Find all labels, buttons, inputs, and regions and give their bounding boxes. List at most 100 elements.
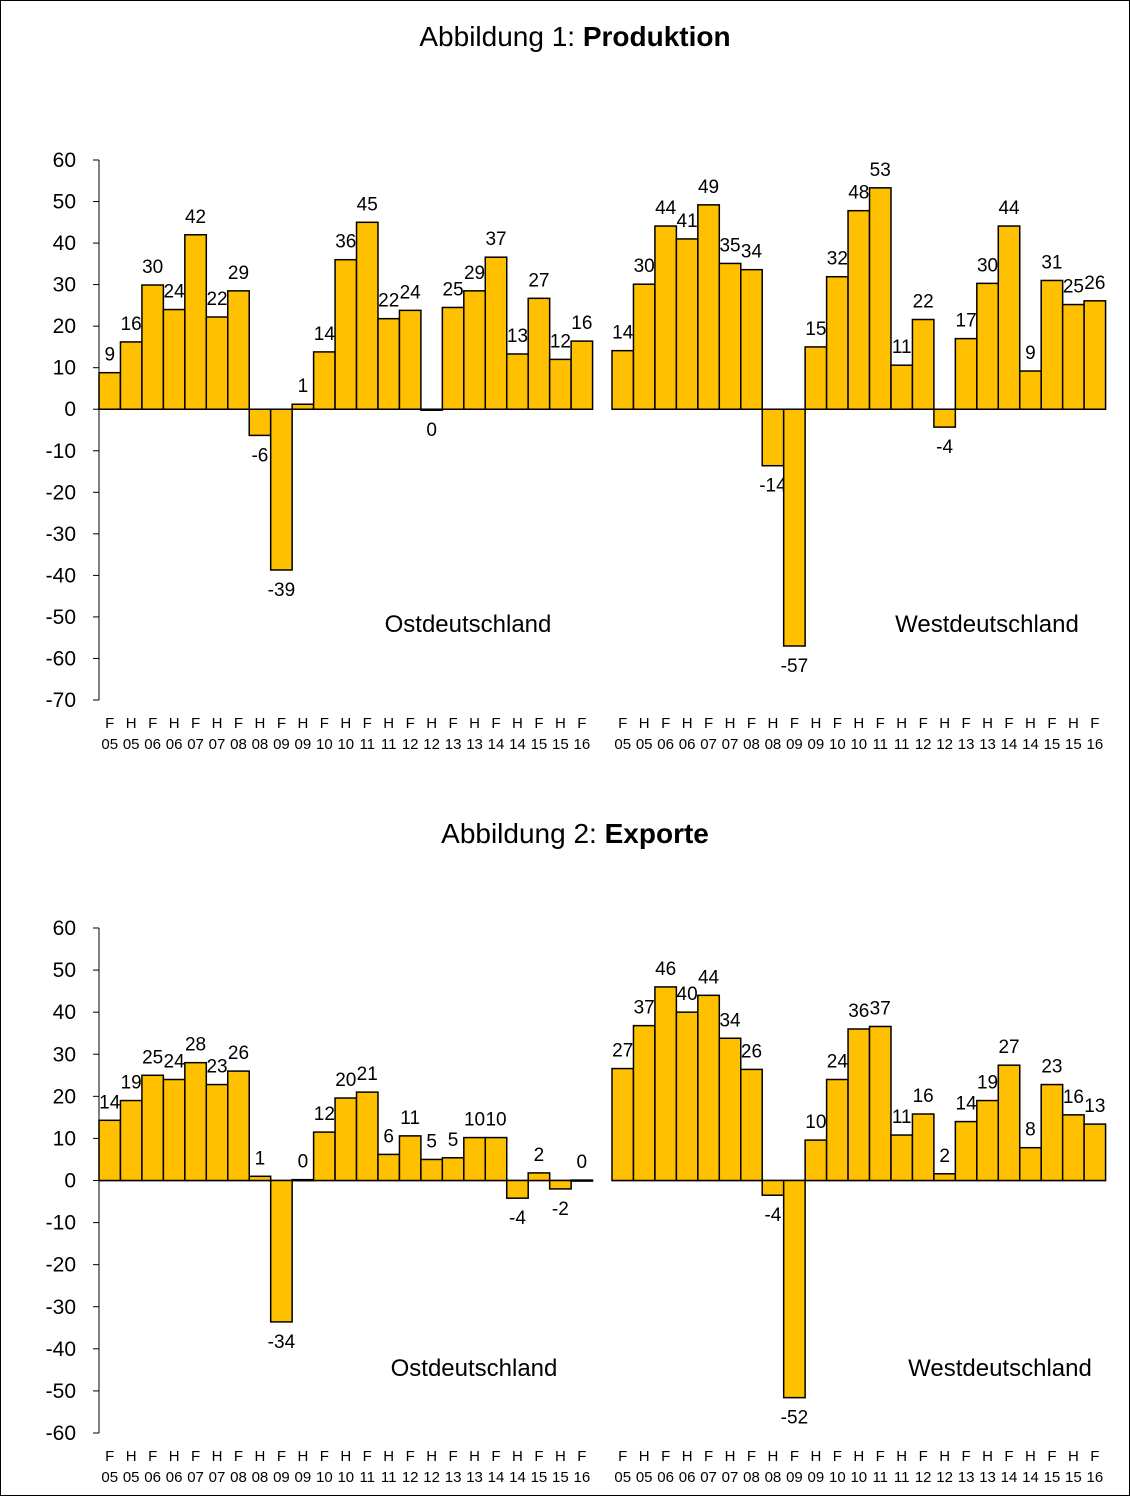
y-tick-label: -20 xyxy=(46,1254,76,1277)
x-tick-label-half: F xyxy=(704,1448,713,1465)
x-tick-label-half: H xyxy=(639,715,650,732)
data-label: 1 xyxy=(255,1148,266,1169)
y-tick-label: -30 xyxy=(46,523,76,546)
bar xyxy=(463,1136,487,1182)
y-tick-label: -20 xyxy=(46,481,76,504)
x-tick-label-half: H xyxy=(768,1448,779,1465)
x-tick-label-half: F xyxy=(1004,715,1013,732)
x-tick-label-half: F xyxy=(234,1448,243,1465)
x-tick-label-half: F xyxy=(491,715,500,732)
x-tick-label-year: 05 xyxy=(123,736,140,753)
x-tick-label-year: 09 xyxy=(786,1469,803,1486)
bar xyxy=(804,346,828,410)
y-tick-label: -60 xyxy=(46,647,76,670)
x-tick-label-year: 09 xyxy=(295,1469,312,1486)
bar xyxy=(954,1120,978,1182)
data-label: 9 xyxy=(1025,343,1036,364)
data-label: 30 xyxy=(634,256,655,277)
panel-ostdeutschland: 14F0519H0525F0624H0628F0723H0726F081H08-… xyxy=(98,1035,594,1486)
bar xyxy=(976,282,1000,410)
x-tick-label-year: 06 xyxy=(144,736,161,753)
bar xyxy=(911,1113,935,1182)
x-tick-label-year: 10 xyxy=(316,1469,333,1486)
data-label: 44 xyxy=(998,198,1020,219)
data-label: 37 xyxy=(634,998,655,1019)
x-tick-label-half: H xyxy=(896,715,907,732)
data-label: 19 xyxy=(977,1073,998,1094)
x-tick-label-half: F xyxy=(1004,1448,1013,1465)
data-label: 1 xyxy=(298,376,309,397)
y-tick-label: 10 xyxy=(53,1127,76,1150)
x-tick-label-half: H xyxy=(810,715,821,732)
chart-title-bold: Exporte xyxy=(605,818,709,849)
bar xyxy=(441,1157,465,1182)
x-tick-label-half: F xyxy=(577,715,586,732)
bar xyxy=(868,187,892,410)
data-label: 22 xyxy=(206,289,227,310)
data-label: 45 xyxy=(357,194,378,215)
data-label: -39 xyxy=(268,580,295,601)
bar xyxy=(933,1173,957,1182)
x-tick-label-half: F xyxy=(363,715,372,732)
x-tick-label-year: 14 xyxy=(488,1469,505,1486)
x-tick-label-year: 14 xyxy=(1001,1469,1018,1486)
bar xyxy=(890,364,914,410)
data-label: 13 xyxy=(1084,1096,1105,1117)
data-label: 29 xyxy=(228,263,249,284)
bar xyxy=(1040,1083,1064,1182)
bar xyxy=(548,358,572,410)
x-tick-label-half: F xyxy=(618,1448,627,1465)
bar xyxy=(997,225,1021,410)
data-label: 30 xyxy=(977,255,998,276)
bar xyxy=(527,297,551,410)
bar xyxy=(761,1179,785,1196)
x-tick-label-year: 11 xyxy=(359,1469,375,1486)
x-tick-label-year: 05 xyxy=(636,736,653,753)
x-tick-label-year: 08 xyxy=(252,1469,269,1486)
data-label: 27 xyxy=(612,1041,633,1062)
data-label: 30 xyxy=(142,257,163,278)
x-tick-label-half: F xyxy=(148,1448,157,1465)
x-tick-label-year: 11 xyxy=(872,736,888,753)
x-tick-label-half: F xyxy=(962,1448,971,1465)
data-label: 42 xyxy=(185,207,206,228)
bar xyxy=(248,408,272,437)
x-tick-label-year: 07 xyxy=(700,1469,717,1486)
x-tick-label-year: 05 xyxy=(636,1469,653,1486)
x-tick-label-half: H xyxy=(939,715,950,732)
data-label: 31 xyxy=(1041,252,1062,273)
x-tick-label-year: 06 xyxy=(144,1469,161,1486)
data-label: 0 xyxy=(426,420,437,441)
x-tick-label-half: F xyxy=(833,715,842,732)
x-tick-label-year: 15 xyxy=(1044,736,1061,753)
x-tick-label-year: 08 xyxy=(765,736,782,753)
bar xyxy=(291,1178,315,1182)
x-tick-label-half: H xyxy=(1068,1448,1079,1465)
x-tick-label-half: F xyxy=(491,1448,500,1465)
x-tick-label-half: F xyxy=(1047,715,1056,732)
bar xyxy=(697,204,721,410)
data-label: 36 xyxy=(848,1001,869,1022)
bar xyxy=(548,1179,572,1190)
x-tick-label-year: 11 xyxy=(381,1469,397,1486)
x-tick-label-half: H xyxy=(512,1448,523,1465)
bar xyxy=(933,408,957,428)
x-tick-label-year: 13 xyxy=(958,1469,975,1486)
x-tick-label-year: 13 xyxy=(979,736,996,753)
bar xyxy=(1061,1114,1085,1182)
region-label: Westdeutschland xyxy=(895,611,1079,638)
data-label: 14 xyxy=(612,323,634,344)
x-tick-label-year: 14 xyxy=(1001,736,1018,753)
x-tick-label-half: F xyxy=(876,1448,885,1465)
data-label: 20 xyxy=(335,1070,356,1091)
x-tick-label-half: F xyxy=(534,1448,543,1465)
bar xyxy=(868,1025,892,1182)
x-tick-label-year: 13 xyxy=(958,736,975,753)
bar xyxy=(184,234,208,410)
y-tick-label: -60 xyxy=(46,1422,76,1445)
x-tick-label-half: F xyxy=(962,715,971,732)
x-tick-label-half: F xyxy=(1090,715,1099,732)
x-tick-label-year: 08 xyxy=(252,736,269,753)
x-tick-label-half: F xyxy=(406,715,415,732)
